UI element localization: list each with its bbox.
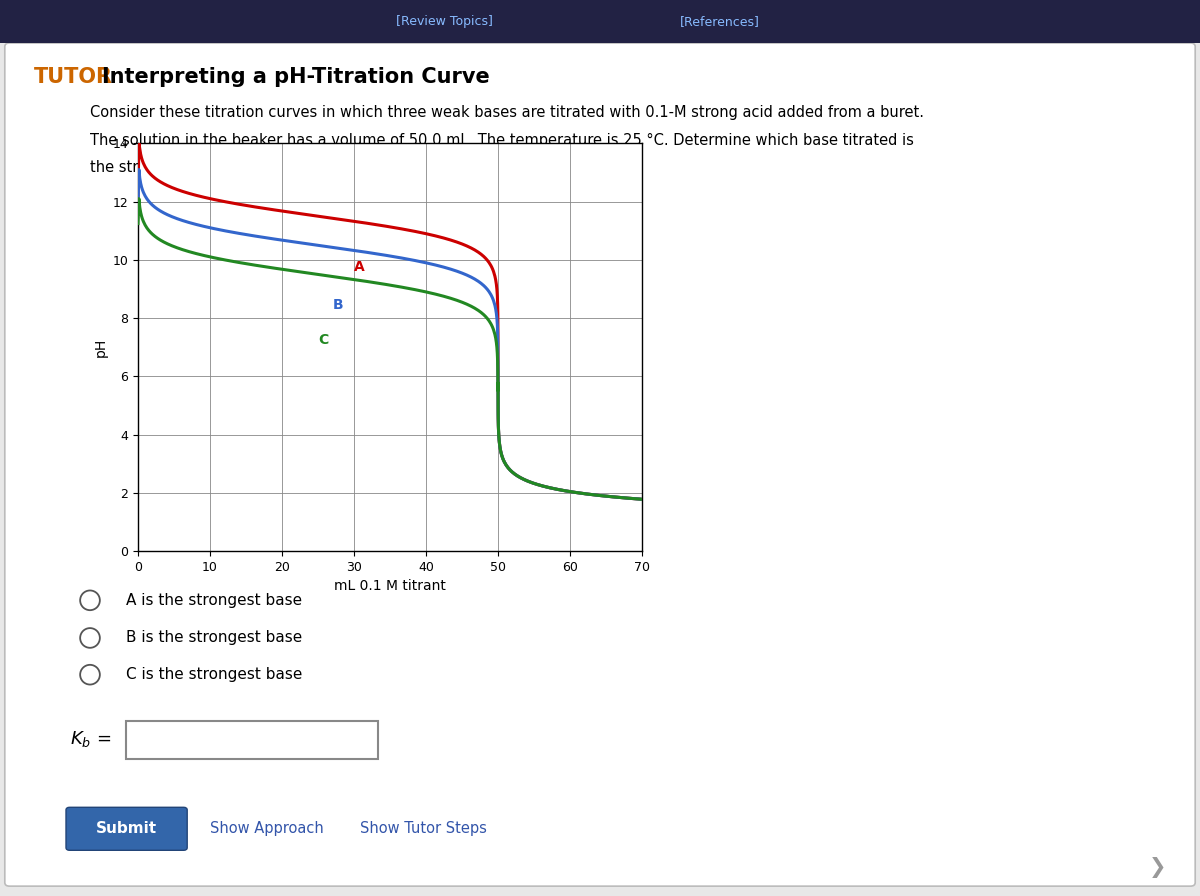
Text: $K_b$ =: $K_b$ = <box>70 729 110 749</box>
FancyBboxPatch shape <box>5 43 1195 886</box>
Text: The solution in the beaker has a volume of 50.0 mL. The temperature is 25 °C. De: The solution in the beaker has a volume … <box>90 133 914 148</box>
Text: Consider these titration curves in which three weak bases are titrated with 0.1-: Consider these titration curves in which… <box>90 105 924 120</box>
Text: A: A <box>354 261 365 274</box>
Text: B: B <box>332 298 343 313</box>
FancyBboxPatch shape <box>66 807 187 850</box>
Text: the strongest, and determine the value of Kᵇ for the base labeled B.: the strongest, and determine the value o… <box>90 160 588 176</box>
Text: ❯: ❯ <box>1150 857 1166 878</box>
Text: C is the strongest base: C is the strongest base <box>126 668 302 682</box>
Text: Interpreting a pH-Titration Curve: Interpreting a pH-Titration Curve <box>102 67 490 87</box>
X-axis label: mL 0.1 M titrant: mL 0.1 M titrant <box>334 580 446 593</box>
Text: Show Approach: Show Approach <box>210 822 324 836</box>
FancyBboxPatch shape <box>126 721 378 759</box>
Text: TUTOR: TUTOR <box>34 67 113 87</box>
Text: [Review Topics]: [Review Topics] <box>396 15 492 28</box>
FancyBboxPatch shape <box>0 0 1200 43</box>
Y-axis label: pH: pH <box>95 338 108 357</box>
Text: A is the strongest base: A is the strongest base <box>126 593 302 607</box>
Text: C: C <box>318 333 329 348</box>
Text: Show Tutor Steps: Show Tutor Steps <box>360 822 487 836</box>
Text: B is the strongest base: B is the strongest base <box>126 631 302 645</box>
Text: Submit: Submit <box>96 822 157 836</box>
Text: [References]: [References] <box>680 15 760 28</box>
